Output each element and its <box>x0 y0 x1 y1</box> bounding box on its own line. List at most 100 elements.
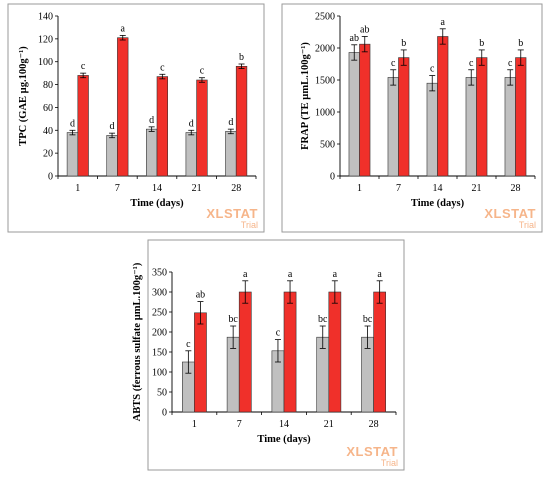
significance-letter: bc <box>228 314 238 325</box>
x-axis-title: Time (days) <box>130 198 184 209</box>
bar-series-1 <box>185 132 197 177</box>
y-tick-label: 100 <box>152 368 167 379</box>
significance-letter: a <box>243 269 248 280</box>
bar-series-2 <box>437 36 449 177</box>
y-axis-title: FRAP (TE µmL.100g⁻¹) <box>300 42 311 150</box>
bar-series-2 <box>373 291 386 413</box>
y-tick-label: 0 <box>162 408 167 419</box>
y-tick-label: 2000 <box>315 44 335 55</box>
significance-letter: c <box>508 58 513 69</box>
significance-letter: c <box>391 58 396 69</box>
bar-series-2 <box>515 57 527 177</box>
significance-letter: bc <box>318 314 328 325</box>
y-tick-label: 0 <box>48 172 53 183</box>
y-tick-label: 300 <box>152 288 167 299</box>
significance-letter: ab <box>196 290 205 301</box>
significance-letter: c <box>186 339 191 350</box>
y-tick-label: 350 <box>152 268 167 279</box>
y-tick-label: 40 <box>43 126 53 137</box>
bar-series-1 <box>387 77 399 177</box>
watermark-sub: Trial <box>241 220 258 230</box>
y-tick-label: 140 <box>38 12 53 23</box>
significance-letter: d <box>149 115 154 126</box>
x-tick-label: 21 <box>324 419 334 430</box>
significance-letter: c <box>81 61 86 72</box>
significance-letter: ab <box>350 33 359 44</box>
y-tick-label: 200 <box>152 328 167 339</box>
y-tick-label: 100 <box>38 57 53 68</box>
bar-series-2 <box>398 57 410 177</box>
x-tick-label: 21 <box>472 183 482 194</box>
significance-letter: b <box>479 38 484 49</box>
watermark-sub: Trial <box>519 220 536 230</box>
bar-series-2 <box>283 291 297 413</box>
significance-letter: a <box>333 269 338 280</box>
bar-series-1 <box>66 132 79 177</box>
significance-letter: ab <box>360 24 369 35</box>
significance-letter: a <box>441 17 446 28</box>
y-tick-label: 20 <box>43 149 53 160</box>
x-tick-label: 14 <box>433 183 443 194</box>
bar-series-2 <box>235 65 248 177</box>
x-tick-label: 1 <box>75 183 80 194</box>
bar-series-2 <box>476 57 488 177</box>
bar-series-2 <box>328 291 342 413</box>
significance-letter: a <box>377 269 382 280</box>
bar-series-1 <box>106 135 118 177</box>
x-tick-label: 28 <box>511 183 521 194</box>
bar-series-2 <box>117 37 129 177</box>
bar-series-2 <box>359 43 371 177</box>
x-axis-title: Time (days) <box>411 198 465 209</box>
bar-series-1 <box>225 131 237 177</box>
x-tick-label: 7 <box>396 183 401 194</box>
watermark-logo: XLSTAT <box>484 206 536 221</box>
x-tick-label: 7 <box>115 183 120 194</box>
x-axis-title: Time (days) <box>257 434 311 445</box>
y-tick-label: 120 <box>38 34 53 45</box>
x-tick-label: 28 <box>231 183 241 194</box>
chart-panel-1: 0 20 40 60 80 100 120 140 1 d c 7 d a 14 d c 21 d c 28 d b Time… <box>7 3 265 233</box>
watermark-logo: XLSTAT <box>346 444 398 459</box>
watermark-sub: Trial <box>381 458 398 468</box>
x-tick-label: 14 <box>152 183 162 194</box>
x-tick-label: 14 <box>279 419 289 430</box>
significance-letter: b <box>518 38 523 49</box>
significance-letter: a <box>288 269 293 280</box>
significance-letter: c <box>469 58 474 69</box>
y-tick-label: 1000 <box>315 108 335 119</box>
panel-frame <box>7 3 265 233</box>
y-axis-title: TPC (GAE µg.100g⁻¹) <box>18 46 29 146</box>
bar-series-2 <box>156 76 168 177</box>
bar-series-1 <box>504 77 516 177</box>
significance-letter: d <box>110 121 115 132</box>
significance-letter: b <box>401 38 406 49</box>
bar-series-2 <box>196 79 208 177</box>
x-tick-label: 7 <box>237 419 242 430</box>
significance-letter: b <box>239 52 244 63</box>
x-tick-label: 28 <box>369 419 379 430</box>
y-tick-label: 0 <box>330 172 335 183</box>
bar-series-1 <box>146 128 158 177</box>
y-axis-title: ABTS (ferrous sulfate µmL.100g⁻¹) <box>132 262 143 421</box>
significance-letter: c <box>200 66 205 77</box>
y-tick-label: 50 <box>157 388 167 399</box>
x-tick-label: 21 <box>192 183 202 194</box>
significance-letter: c <box>160 62 165 73</box>
chart-panel-3: 0 50 100 150 200 250 300 350 1 c ab 7 bc a 14 c a 21 bc a 28… <box>132 239 405 471</box>
panel-frame <box>281 3 543 233</box>
bar-series-1 <box>465 77 477 177</box>
significance-letter: a <box>121 23 126 34</box>
bar-series-1 <box>426 82 438 177</box>
x-tick-label: 1 <box>357 183 362 194</box>
significance-letter: d <box>189 118 194 129</box>
watermark-logo: XLSTAT <box>206 206 258 221</box>
y-tick-label: 250 <box>152 308 167 319</box>
bar-series-2 <box>77 75 89 177</box>
significance-letter: d <box>228 117 233 128</box>
bar-series-1 <box>348 52 360 177</box>
y-tick-label: 1500 <box>315 76 335 87</box>
significance-letter: c <box>276 328 281 339</box>
x-tick-label: 1 <box>192 419 197 430</box>
y-tick-label: 80 <box>43 80 53 91</box>
y-tick-label: 150 <box>152 348 167 359</box>
